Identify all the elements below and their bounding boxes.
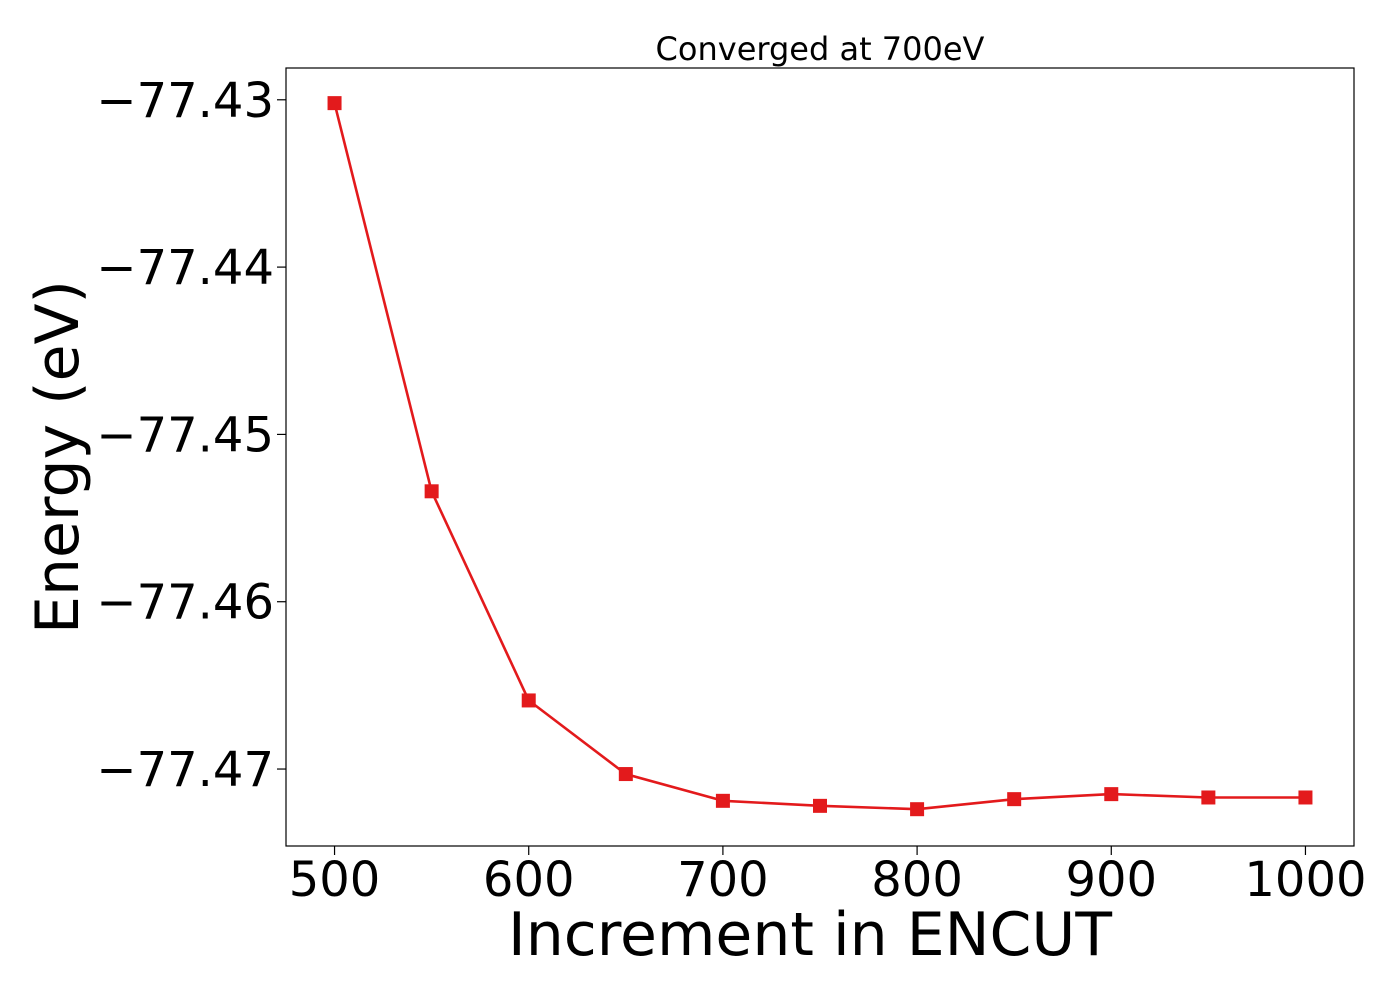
data-point-marker	[521, 693, 536, 708]
data-point-marker	[1007, 792, 1022, 807]
data-point-marker	[327, 96, 342, 111]
y-tick-label: −77.44	[96, 240, 274, 296]
data-point-marker	[618, 767, 633, 782]
y-tick-label: −77.43	[96, 73, 274, 129]
data-point-marker	[813, 798, 827, 813]
x-tick-label: 600	[483, 852, 575, 908]
x-tick-label: 500	[289, 852, 381, 908]
x-tick-label: 800	[871, 852, 963, 908]
y-tick-label: −77.47	[96, 742, 274, 798]
data-point-marker	[1298, 790, 1313, 805]
y-tick-label: −77.45	[96, 407, 274, 463]
x-axis-ticks: 500 600 700 800 900 1000	[289, 846, 1367, 908]
x-tick-label: 1000	[1244, 852, 1366, 908]
x-tick-label: 700	[677, 852, 769, 908]
data-point-marker	[910, 802, 925, 817]
x-tick-label: 900	[1065, 852, 1157, 908]
chart-title: Converged at 700eV	[656, 30, 985, 68]
y-axis-label: Energy (eV)	[23, 280, 93, 634]
series-line	[333, 102, 1306, 811]
x-axis-label: Increment in ENCUT	[508, 900, 1112, 970]
y-axis-ticks: −77.43 −77.44 −77.45 −77.46 −77.47	[96, 73, 286, 798]
data-point-marker	[424, 484, 439, 499]
series-layer	[327, 96, 1313, 817]
plot-area-frame	[285, 67, 1355, 847]
data-point-marker	[1104, 787, 1119, 802]
data-point-marker	[715, 793, 730, 808]
data-point-marker	[1201, 790, 1216, 805]
y-tick-label: −77.46	[96, 575, 274, 631]
